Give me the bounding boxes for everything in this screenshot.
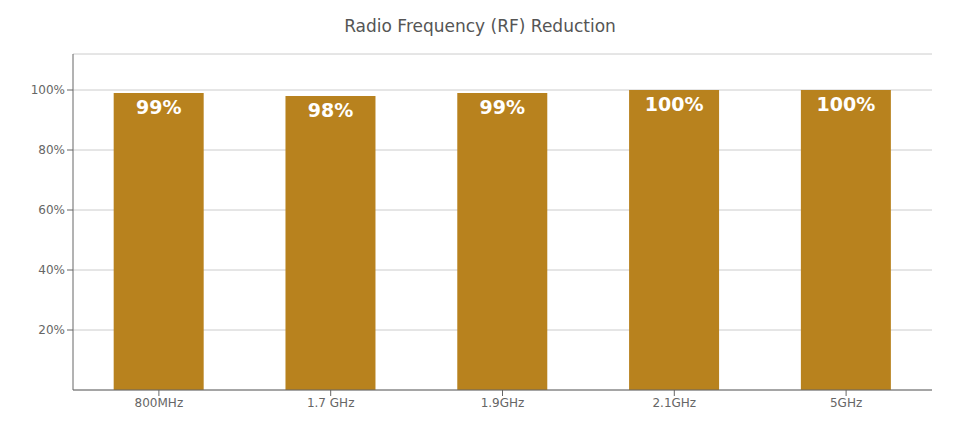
svg-text:100%: 100% (31, 83, 65, 97)
svg-text:2.1GHz: 2.1GHz (652, 396, 696, 410)
svg-text:99%: 99% (136, 96, 181, 118)
html-text:Radio Frequency (RF) Reduction: Radio Frequency (RF) Reduction (344, 16, 616, 36)
svg-text:5GHz: 5GHz (830, 396, 862, 410)
svg-text:100%: 100% (645, 93, 704, 115)
svg-text:100%: 100% (817, 93, 876, 115)
svg-text:800MHz: 800MHz (135, 396, 184, 410)
svg-text:80%: 80% (38, 143, 65, 157)
svg-text:60%: 60% (38, 203, 65, 217)
svg-text:1.7 GHz: 1.7 GHz (307, 396, 355, 410)
svg-text:98%: 98% (308, 99, 353, 121)
svg-text:99%: 99% (480, 96, 525, 118)
svg-text:1.9GHz: 1.9GHz (481, 396, 525, 410)
svg-text:40%: 40% (38, 263, 65, 277)
svg-text:20%: 20% (38, 323, 65, 337)
